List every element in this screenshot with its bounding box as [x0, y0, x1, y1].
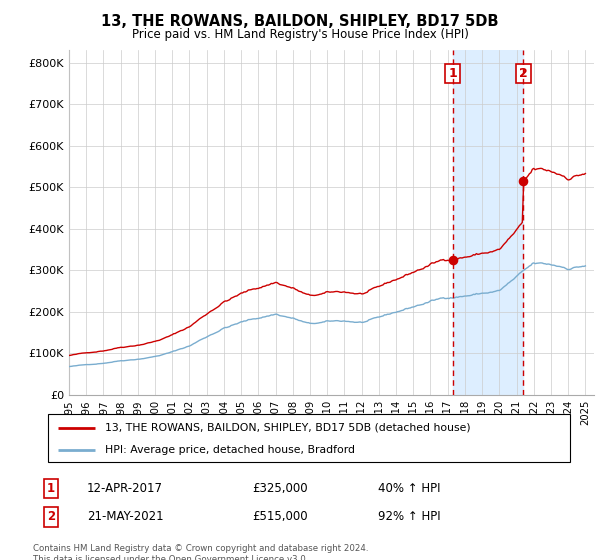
Text: 2: 2 — [47, 510, 55, 524]
Text: HPI: Average price, detached house, Bradford: HPI: Average price, detached house, Brad… — [106, 445, 355, 455]
Text: £325,000: £325,000 — [252, 482, 308, 495]
Text: Contains HM Land Registry data © Crown copyright and database right 2024.
This d: Contains HM Land Registry data © Crown c… — [33, 544, 368, 560]
Text: 40% ↑ HPI: 40% ↑ HPI — [378, 482, 440, 495]
Point — [518, 176, 528, 185]
Text: 12-APR-2017: 12-APR-2017 — [87, 482, 163, 495]
Text: 1: 1 — [448, 67, 457, 80]
Text: 1: 1 — [47, 482, 55, 495]
FancyBboxPatch shape — [48, 414, 570, 462]
Text: 13, THE ROWANS, BAILDON, SHIPLEY, BD17 5DB: 13, THE ROWANS, BAILDON, SHIPLEY, BD17 5… — [101, 14, 499, 29]
Text: 92% ↑ HPI: 92% ↑ HPI — [378, 510, 440, 524]
Bar — [452, 50, 523, 395]
Text: 2: 2 — [519, 67, 527, 80]
Text: £515,000: £515,000 — [252, 510, 308, 524]
Text: Price paid vs. HM Land Registry's House Price Index (HPI): Price paid vs. HM Land Registry's House … — [131, 28, 469, 41]
Text: 13, THE ROWANS, BAILDON, SHIPLEY, BD17 5DB (detached house): 13, THE ROWANS, BAILDON, SHIPLEY, BD17 5… — [106, 423, 471, 433]
Text: 21-MAY-2021: 21-MAY-2021 — [87, 510, 164, 524]
Point — [448, 255, 457, 264]
